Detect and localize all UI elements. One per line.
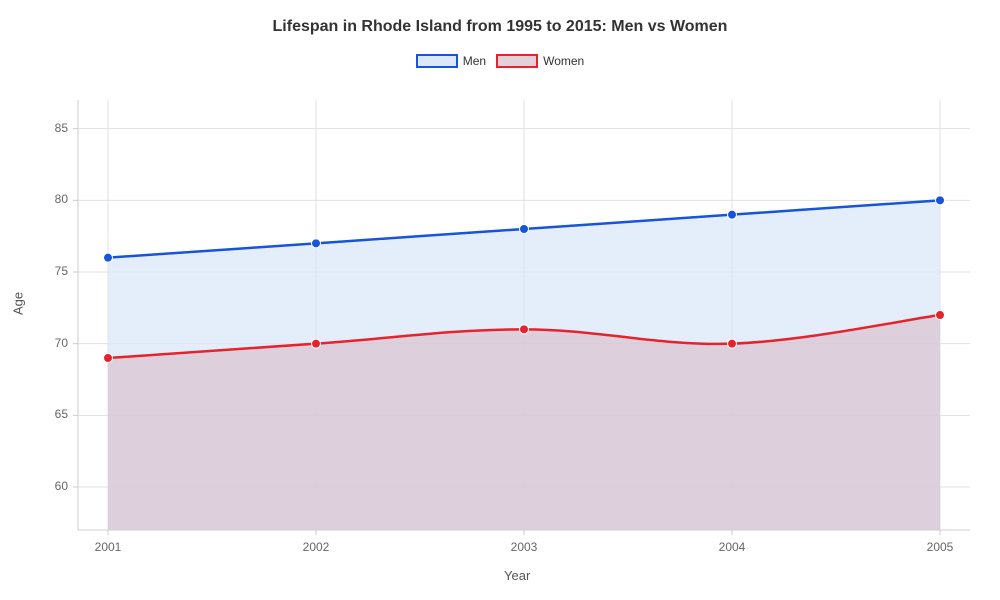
x-tick-label: 2003 [504, 540, 544, 554]
x-tick-label: 2002 [296, 540, 336, 554]
y-tick-label: 60 [55, 479, 68, 493]
y-tick-label: 65 [55, 407, 68, 421]
x-tick-label: 2004 [712, 540, 752, 554]
y-axis-label: Age [11, 292, 26, 315]
x-tick-label: 2001 [88, 540, 128, 554]
chart-plot [0, 0, 1000, 600]
chart-container: Lifespan in Rhode Island from 1995 to 20… [0, 0, 1000, 600]
y-tick-label: 70 [55, 336, 68, 350]
y-tick-label: 80 [55, 192, 68, 206]
y-tick-label: 85 [55, 121, 68, 135]
y-tick-label: 75 [55, 264, 68, 278]
x-axis-label: Year [504, 568, 530, 583]
x-tick-label: 2005 [920, 540, 960, 554]
